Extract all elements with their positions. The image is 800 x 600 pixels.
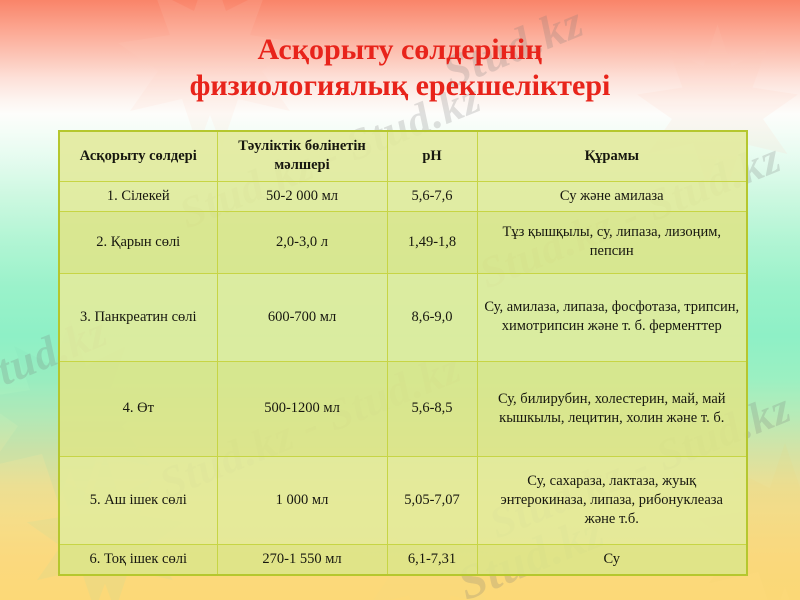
cell-amount: 2,0-3,0 л xyxy=(216,210,388,274)
cell-ph: 6,1-7,31 xyxy=(386,543,478,575)
table-row: 3. Панкреатин сөлі 600-700 мл 8,6-9,0 Су… xyxy=(58,272,748,362)
table-row: 1. Сілекей 50-2 000 мл 5,6-7,6 Су және а… xyxy=(58,180,748,212)
cell-juice: 4. Өт xyxy=(58,360,218,457)
slide-title-line-1: Асқорыту сөлдерінің xyxy=(257,33,543,66)
table-row: 2. Қарын сөлі 2,0-3,0 л 1,49-1,8 Тұз қыш… xyxy=(58,210,748,274)
cell-juice: 5. Аш ішек сөлі xyxy=(58,455,218,545)
column-header-amount: Тәуліктік бөлінетін мәлшері xyxy=(216,130,388,182)
cell-ph: 1,49-1,8 xyxy=(386,210,478,274)
table-header-row: Асқорыту сөлдері Тәуліктік бөлінетін мәл… xyxy=(58,130,748,182)
cell-composition: Су, билирубин, холестерин, май, май кышк… xyxy=(476,360,748,457)
table-row: 4. Өт 500-1200 мл 5,6-8,5 Су, билирубин,… xyxy=(58,360,748,457)
cell-ph: 5,05-7,07 xyxy=(386,455,478,545)
cell-amount: 1 000 мл xyxy=(216,455,388,545)
cell-composition: Су xyxy=(476,543,748,575)
cell-ph: 5,6-7,6 xyxy=(386,180,478,212)
cell-composition: Су, амилаза, липаза, фосфотаза, трипсин,… xyxy=(476,272,748,362)
cell-amount: 500-1200 мл xyxy=(216,360,388,457)
cell-composition: Тұз қышқылы, су, липаза, лизоңим, пепсин xyxy=(476,210,748,274)
slide-title-line-2: физиологиялық ерекшеліктері xyxy=(189,69,611,102)
cell-juice: 3. Панкреатин сөлі xyxy=(58,272,218,362)
digestive-juices-table-container: Асқорыту сөлдері Тәуліктік бөлінетін мәл… xyxy=(58,130,748,576)
table-row: 6. Тоқ ішек сөлі 270-1 550 мл 6,1-7,31 С… xyxy=(58,543,748,575)
cell-juice: 6. Тоқ ішек сөлі xyxy=(58,543,218,575)
digestive-juices-table: Асқорыту сөлдері Тәуліктік бөлінетін мәл… xyxy=(58,130,748,576)
cell-juice: 2. Қарын сөлі xyxy=(58,210,218,274)
cell-composition: Су, сахараза, лактаза, жуық энтерокиназа… xyxy=(476,455,748,545)
column-header-composition: Құрамы xyxy=(476,130,748,182)
cell-composition: Су және амилаза xyxy=(476,180,748,212)
cell-ph: 5,6-8,5 xyxy=(386,360,478,457)
column-header-juice: Асқорыту сөлдері xyxy=(58,130,218,182)
cell-ph: 8,6-9,0 xyxy=(386,272,478,362)
cell-amount: 50-2 000 мл xyxy=(216,180,388,212)
cell-juice: 1. Сілекей xyxy=(58,180,218,212)
table-header: Асқорыту сөлдері Тәуліктік бөлінетін мәл… xyxy=(58,130,748,182)
slide-title: Асқорыту сөлдерінің физиологиялық ерекше… xyxy=(0,32,800,104)
cell-amount: 270-1 550 мл xyxy=(216,543,388,575)
table-body: 1. Сілекей 50-2 000 мл 5,6-7,6 Су және а… xyxy=(58,180,748,575)
cell-amount: 600-700 мл xyxy=(216,272,388,362)
table-row: 5. Аш ішек сөлі 1 000 мл 5,05-7,07 Су, с… xyxy=(58,455,748,545)
column-header-ph: pH xyxy=(386,130,478,182)
